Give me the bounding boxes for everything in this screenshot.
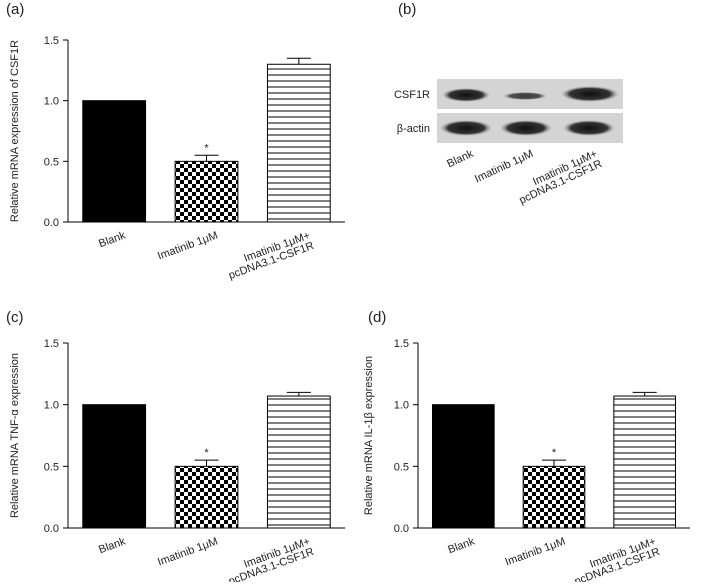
y-tick-label: 1.0 — [44, 96, 59, 108]
band — [503, 92, 547, 100]
x-tick-label: Imatinib 1μM — [156, 230, 219, 263]
y-tick-label: 0.5 — [394, 461, 409, 473]
blot-lane-label: Imatinib 1μM — [473, 148, 535, 186]
panel-label: (d) — [368, 309, 386, 326]
y-tick-label: 1.5 — [394, 338, 409, 350]
bar — [266, 63, 331, 223]
x-tick-label: Imatinib 1μM — [156, 536, 219, 569]
bar — [82, 404, 147, 529]
blot-lane-label: Blank — [445, 148, 475, 171]
x-tick-label: Blank — [97, 535, 127, 556]
bar — [266, 395, 331, 529]
y-tick-label: 0.0 — [44, 523, 59, 535]
significance-mark: * — [552, 447, 557, 459]
significance-mark: * — [204, 142, 209, 154]
panel-label: (a) — [6, 1, 24, 18]
x-tick-label: Blank — [446, 535, 476, 556]
x-tick-label: Blank — [97, 229, 127, 250]
bar — [613, 395, 676, 529]
x-tick-label: Imatinib 1μM+pcDNA3.1-CSF1R — [569, 536, 661, 582]
band — [561, 86, 619, 102]
y-axis-label: Relative mRNA IL-1β expression — [363, 356, 375, 515]
bar — [432, 404, 495, 529]
panel-label: (b) — [398, 1, 416, 18]
y-tick-label: 1.0 — [44, 400, 59, 412]
y-tick-label: 1.5 — [44, 338, 59, 350]
y-tick-label: 1.0 — [394, 400, 409, 412]
y-axis-label: Relative mRNA TNF-α expression — [9, 353, 21, 518]
bar — [82, 100, 147, 223]
y-tick-label: 0.0 — [394, 523, 409, 535]
band — [442, 88, 490, 102]
x-tick-label: Imatinib 1μM+pcDNA3.1-CSF1R — [223, 230, 315, 282]
bar — [174, 465, 239, 529]
band — [500, 120, 552, 136]
y-tick-label: 1.5 — [44, 35, 59, 47]
band — [440, 120, 492, 136]
blot-row-label: β-actin — [397, 123, 430, 135]
band — [563, 120, 615, 136]
bar — [174, 160, 239, 223]
y-axis-label: Relative mRNA expression of CSF1R — [9, 40, 21, 222]
significance-mark: * — [204, 447, 209, 459]
x-tick-label: Imatinib 1μM — [504, 536, 567, 569]
panel-label: (c) — [6, 309, 24, 326]
x-tick-label: Imatinib 1μM+pcDNA3.1-CSF1R — [223, 536, 315, 582]
y-tick-label: 0.0 — [44, 217, 59, 229]
y-tick-label: 0.5 — [44, 461, 59, 473]
blot-row-label: CSF1R — [394, 89, 430, 101]
bar — [522, 465, 586, 529]
y-tick-label: 0.5 — [44, 156, 59, 168]
